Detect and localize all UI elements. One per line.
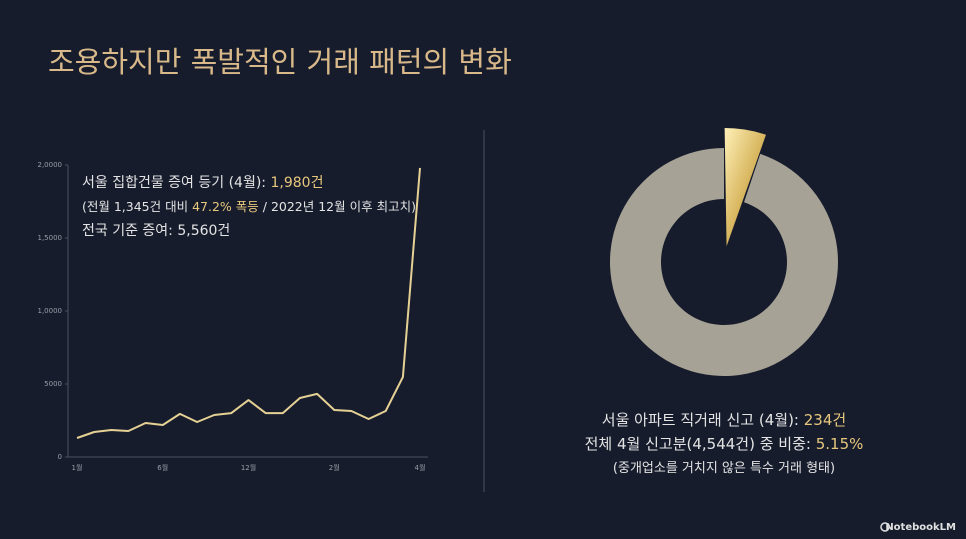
annotation-line: (중개업소를 거치지 않은 특수 거래 형태)	[613, 461, 835, 476]
annotation-text: 전체 4월 신고분(4,544건) 중 비중:	[585, 435, 816, 453]
y-tick-label: 0	[58, 453, 62, 461]
y-tick-label: 2,0000	[38, 161, 63, 169]
pie-slice	[609, 148, 838, 376]
annotation-text: 5.15%	[816, 435, 864, 453]
watermark: NotebookLM	[885, 522, 956, 533]
annotation-text: 47.2% 폭등	[192, 199, 259, 214]
annotation-line: 전국 기준 증여: 5,560건	[82, 223, 230, 239]
annotation-line: (전월 1,345건 대비 47.2% 폭등 / 2022년 12월 이후 최고…	[82, 199, 416, 214]
annotation-text: (전월 1,345건 대비	[82, 199, 192, 214]
y-tick-label: 1,0000	[38, 307, 63, 315]
x-tick-label: 4월	[415, 463, 426, 472]
annotation-line: 서울 아파트 직거래 신고 (4월): 234건	[602, 411, 846, 429]
x-tick-label: 6월	[157, 463, 168, 472]
annotation-text: 전국 기준 증여: 5,560건	[82, 223, 230, 239]
annotation-text: / 2022년 12월 이후 최고치)	[259, 199, 416, 214]
annotation-text: 서울 아파트 직거래 신고 (4월):	[602, 411, 804, 429]
y-tick-label: 5000	[44, 380, 62, 388]
slide-title: 조용하지만 폭발적인 거래 패턴의 변화	[48, 45, 512, 79]
annotation-text: (중개업소를 거치지 않은 특수 거래 형태)	[613, 461, 835, 476]
annotation-line: 서울 집합건물 증여 등기 (4월): 1,980건	[82, 175, 323, 191]
annotation-text: 234건	[804, 411, 846, 429]
data-line	[76, 167, 421, 439]
annotation-line: 전체 4월 신고분(4,544건) 중 비중: 5.15%	[585, 435, 864, 453]
x-tick-label: 2월	[329, 463, 340, 472]
watermark-icon	[880, 522, 890, 532]
annotation-text: 서울 집합건물 증여 등기 (4월):	[82, 175, 270, 191]
y-tick-label: 1,5000	[38, 234, 63, 242]
x-tick-label: 1월	[72, 463, 83, 472]
pie-slice	[724, 128, 766, 247]
annotation-text: 1,980건	[270, 175, 323, 191]
x-tick-label: 12월	[241, 463, 256, 472]
